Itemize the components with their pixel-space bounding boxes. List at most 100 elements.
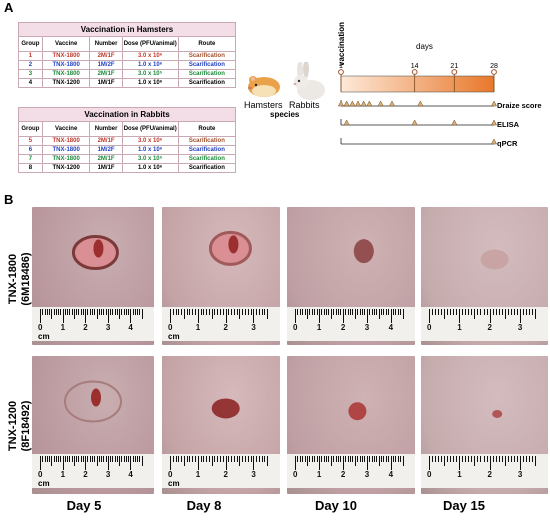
ruler-tick <box>112 309 114 315</box>
ruler-tick <box>450 456 452 462</box>
ruler-tick <box>116 309 118 315</box>
ruler-tick <box>352 456 354 462</box>
ruler-number: 1 <box>60 470 66 479</box>
ruler-tick <box>299 456 301 462</box>
ruler-number: 2 <box>487 470 492 479</box>
cell-dose: 3.0 x 10⁵ <box>121 69 179 79</box>
sample-triangle <box>490 100 498 107</box>
ruler-tick <box>441 309 443 315</box>
ruler-tick <box>395 456 397 462</box>
cell-group: 4 <box>18 78 43 88</box>
ruler-tick <box>76 456 78 462</box>
ruler-tick <box>85 309 87 323</box>
ruler-tick <box>528 456 530 462</box>
day-label-10: Day 10 <box>315 498 357 513</box>
ruler-tick <box>373 456 375 462</box>
cell-group: 2 <box>18 60 43 70</box>
ruler-number: 0 <box>38 323 43 332</box>
photo-row2-day4: 0 1 2 3 <box>421 356 548 494</box>
ruler-tick <box>393 309 395 315</box>
ruler-tick <box>400 456 402 462</box>
track-label: qPCR <box>497 139 518 148</box>
ruler-tick <box>459 456 461 470</box>
ruler-tick <box>297 309 299 315</box>
photo-row1-day1: 0 1 2 3 4 cm <box>32 207 154 345</box>
ruler-tick <box>197 309 199 323</box>
ruler-tick <box>228 456 230 462</box>
ruler-tick <box>297 456 299 462</box>
ruler-tick <box>323 456 325 462</box>
ruler-tick <box>378 456 380 466</box>
cell-vaccine: TNX-1800 <box>41 145 91 155</box>
table-row: 3 TNX-1800 2M/1F 3.0 x 10⁵ Scarification <box>18 69 237 79</box>
ruler-number: 3 <box>105 323 111 332</box>
hamster-table-header-1: Vaccine <box>41 36 91 52</box>
ruler-number: 3 <box>251 470 256 479</box>
ruler-tick <box>203 456 205 462</box>
ruler-tick <box>195 309 196 315</box>
ruler-tick <box>94 456 96 462</box>
ruler-tick <box>501 456 503 462</box>
ruler-tick <box>125 456 127 462</box>
cell-vaccine: TNX-1800 <box>41 60 91 70</box>
ruler-tick <box>321 309 323 315</box>
ruler-tick <box>326 309 328 315</box>
ruler-tick <box>304 456 306 462</box>
ruler-tick <box>253 456 255 470</box>
ruler-tick <box>195 456 196 462</box>
ruler-tick <box>107 456 109 470</box>
ruler-tick <box>73 456 75 466</box>
ruler-tick <box>507 309 509 315</box>
ruler-tick <box>92 456 93 462</box>
ruler-tick <box>49 456 51 462</box>
lesion-mark <box>71 235 119 271</box>
ruler-tick <box>58 456 60 462</box>
ruler-tick <box>402 309 404 319</box>
day-tick-label: 14 <box>411 63 419 70</box>
ruler-tick <box>395 309 397 315</box>
ruler-tick <box>206 309 208 315</box>
ruler-tick <box>361 456 363 462</box>
ruler-tick <box>354 309 356 319</box>
table-row: 1 TNX-1800 2M/1F 3.0 x 10⁶ Scarification <box>18 51 237 61</box>
ruler-tick <box>53 456 55 462</box>
ruler-tick <box>429 456 430 470</box>
lesion-mark <box>353 239 374 264</box>
ruler-tick <box>71 456 73 462</box>
ruler-tick <box>220 309 221 315</box>
ruler-tick <box>236 309 238 315</box>
cell-dose: 1.0 x 10⁶ <box>121 78 179 88</box>
ruler-tick <box>200 309 202 315</box>
photo-row1-day4: 0 1 2 3 <box>421 207 548 345</box>
ruler-tick <box>474 309 476 319</box>
ruler-tick <box>531 456 533 462</box>
ruler-tick <box>357 309 359 315</box>
cell-vaccine: TNX-1200 <box>41 78 91 88</box>
ruler-tick <box>347 309 349 315</box>
cell-group: 1 <box>18 51 43 61</box>
ruler-tick <box>105 456 107 462</box>
ruler-tick <box>489 309 491 323</box>
ruler: 0 1 2 3 4 cm <box>32 454 154 488</box>
ruler-tick <box>525 456 527 462</box>
ruler-tick <box>245 309 246 315</box>
ruler-tick <box>247 309 249 315</box>
ruler-tick <box>492 456 494 462</box>
ruler-tick <box>311 456 313 462</box>
lesion-mark <box>211 398 240 419</box>
ruler-number: 0 <box>168 323 173 332</box>
ruler-tick <box>323 309 325 315</box>
ruler-tick <box>89 309 91 315</box>
ruler-tick <box>459 309 461 323</box>
ruler-tick <box>359 309 361 315</box>
ruler-tick <box>345 456 347 462</box>
ruler-tick <box>328 456 330 462</box>
ruler-tick <box>385 309 387 315</box>
ruler-tick <box>462 456 464 462</box>
ruler-tick <box>62 309 64 323</box>
ruler-tick <box>132 309 134 315</box>
ruler-tick <box>40 309 41 323</box>
ruler-tick <box>369 309 371 315</box>
ruler-tick <box>137 309 139 315</box>
ruler-tick <box>498 309 500 315</box>
